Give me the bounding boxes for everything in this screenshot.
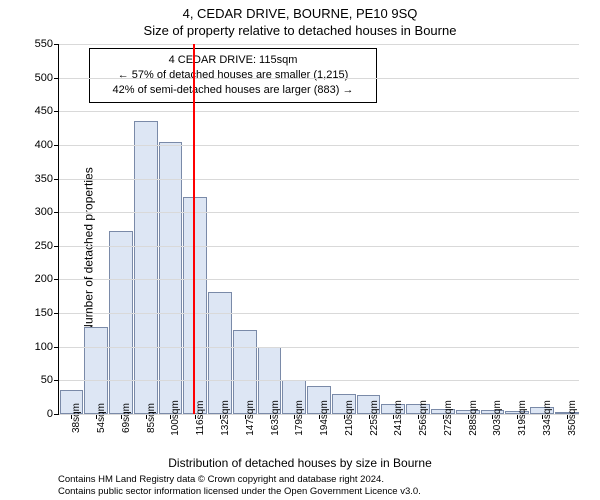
credits-line-1: Contains HM Land Registry data © Crown c…: [58, 474, 421, 486]
y-tick-mark: [54, 78, 59, 79]
grid-line: [59, 145, 579, 146]
grid-line: [59, 414, 579, 415]
x-tick-label: 100sqm: [170, 400, 181, 436]
bar: [134, 121, 158, 414]
x-tick-label: 38sqm: [71, 403, 82, 433]
x-tick: 210sqm: [331, 414, 356, 454]
x-tick-label: 179sqm: [294, 400, 305, 436]
grid-line: [59, 246, 579, 247]
grid-line: [59, 313, 579, 314]
credits: Contains HM Land Registry data © Crown c…: [58, 474, 421, 498]
grid-line: [59, 111, 579, 112]
x-tick-label: 288sqm: [468, 400, 479, 436]
bar: [183, 197, 207, 414]
y-tick-mark: [54, 212, 59, 213]
grid-line: [59, 179, 579, 180]
x-tick: 38sqm: [59, 414, 84, 454]
y-tick-mark: [54, 414, 59, 415]
x-axis-label: Distribution of detached houses by size …: [0, 456, 600, 470]
x-tick: 319sqm: [505, 414, 530, 454]
y-tick-label: 450: [35, 105, 53, 117]
y-tick-label: 550: [35, 38, 53, 50]
y-tick-label: 0: [47, 408, 53, 420]
bar: [208, 292, 232, 414]
info-box: 4 CEDAR DRIVE: 115sqm ← 57% of detached …: [89, 48, 377, 103]
y-tick-mark: [54, 380, 59, 381]
y-tick-mark: [54, 279, 59, 280]
info-line-2: ← 57% of detached houses are smaller (1,…: [98, 68, 368, 83]
credits-line-2: Contains public sector information licen…: [58, 486, 421, 498]
grid-line: [59, 44, 579, 45]
info-line-1: 4 CEDAR DRIVE: 115sqm: [98, 53, 368, 68]
x-tick-label: 225sqm: [369, 400, 380, 436]
chart-container: 4, CEDAR DRIVE, BOURNE, PE10 9SQ Size of…: [0, 0, 600, 500]
x-tick-label: 147sqm: [245, 400, 256, 436]
info-line-3: 42% of semi-detached houses are larger (…: [98, 83, 368, 98]
x-tick-label: 69sqm: [121, 403, 132, 433]
x-tick-label: 303sqm: [492, 400, 503, 436]
y-tick-mark: [54, 347, 59, 348]
y-tick-mark: [54, 179, 59, 180]
bar: [84, 327, 108, 414]
y-tick-mark: [54, 313, 59, 314]
x-tick: 350sqm: [554, 414, 579, 454]
x-tick-label: 256sqm: [418, 400, 429, 436]
y-tick-label: 100: [35, 341, 53, 353]
x-tick: 132sqm: [208, 414, 233, 454]
x-tick-label: 210sqm: [344, 400, 355, 436]
x-tick-label: 319sqm: [517, 400, 528, 436]
x-tick-label: 85sqm: [146, 403, 157, 433]
x-tick-label: 163sqm: [270, 400, 281, 436]
y-tick-label: 350: [35, 173, 53, 185]
x-tick: 256sqm: [406, 414, 431, 454]
x-tick: 163sqm: [257, 414, 282, 454]
x-tick: 100sqm: [158, 414, 183, 454]
y-tick-label: 200: [35, 273, 53, 285]
grid-line: [59, 212, 579, 213]
x-tick: 288sqm: [455, 414, 480, 454]
y-tick-mark: [54, 111, 59, 112]
x-tick: 179sqm: [282, 414, 307, 454]
y-tick-mark: [54, 44, 59, 45]
grid-line: [59, 78, 579, 79]
bar: [109, 231, 133, 414]
x-tick: 303sqm: [480, 414, 505, 454]
x-tick: 194sqm: [307, 414, 332, 454]
x-tick: 116sqm: [183, 414, 208, 454]
plot-area: 38sqm54sqm69sqm85sqm100sqm116sqm132sqm14…: [58, 44, 579, 415]
x-tick: 241sqm: [381, 414, 406, 454]
x-tick-label: 132sqm: [220, 400, 231, 436]
x-tick-label: 241sqm: [393, 400, 404, 436]
x-tick: 85sqm: [133, 414, 158, 454]
x-tick-label: 54sqm: [96, 403, 107, 433]
x-tick-label: 272sqm: [443, 400, 454, 436]
y-tick-label: 150: [35, 307, 53, 319]
x-tick: 272sqm: [430, 414, 455, 454]
y-tick-label: 50: [41, 374, 53, 386]
chart-subtitle: Size of property relative to detached ho…: [0, 21, 600, 38]
x-tick: 69sqm: [109, 414, 134, 454]
y-tick-label: 300: [35, 206, 53, 218]
x-tick-label: 194sqm: [319, 400, 330, 436]
marker-line: [193, 44, 195, 414]
y-tick-label: 400: [35, 139, 53, 151]
y-tick-mark: [54, 145, 59, 146]
y-tick-mark: [54, 246, 59, 247]
x-tick: 54sqm: [84, 414, 109, 454]
grid-line: [59, 279, 579, 280]
x-tick: 334sqm: [530, 414, 555, 454]
y-tick-label: 250: [35, 240, 53, 252]
chart-title: 4, CEDAR DRIVE, BOURNE, PE10 9SQ: [0, 0, 600, 21]
x-tick-label: 334sqm: [542, 400, 553, 436]
grid-line: [59, 380, 579, 381]
bar: [159, 142, 183, 414]
x-tick: 225sqm: [356, 414, 381, 454]
x-tick-label: 116sqm: [195, 401, 206, 436]
x-ticks-group: 38sqm54sqm69sqm85sqm100sqm116sqm132sqm14…: [59, 414, 579, 454]
x-tick-label: 350sqm: [567, 400, 578, 436]
x-tick: 147sqm: [232, 414, 257, 454]
y-tick-label: 500: [35, 72, 53, 84]
grid-line: [59, 347, 579, 348]
